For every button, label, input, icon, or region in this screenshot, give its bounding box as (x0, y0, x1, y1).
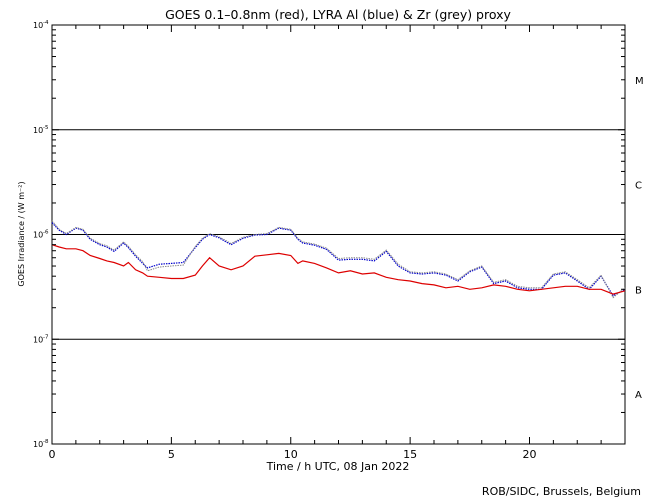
x-tick-label: 10 (284, 448, 298, 461)
y-tick-label: 10 (33, 440, 43, 449)
y-tick-exponent: -8 (43, 439, 49, 445)
y-tick-label: 10 (33, 21, 43, 30)
x-tick-label: 5 (168, 448, 175, 461)
flare-class-labels: A B C M (635, 76, 644, 401)
y-tick-exponent: -5 (43, 125, 49, 131)
y-tick-exponent: -6 (43, 230, 49, 236)
series-line (51, 222, 626, 297)
x-axis-label: Time / h UTC, 08 Jan 2022 (266, 460, 410, 473)
series-layer (51, 220, 626, 299)
series-line (51, 220, 626, 299)
y-axis-label: GOES Irradiance / (W m⁻²) (17, 181, 26, 286)
credit-text: ROB/SIDC, Brussels, Belgium (482, 485, 641, 498)
series-line (51, 244, 626, 295)
y-axis-ticks: 10-810-710-610-510-4 (33, 20, 625, 449)
flare-class-label: C (635, 181, 642, 192)
y-tick-label: 10 (33, 126, 43, 135)
x-tick-label: 15 (403, 448, 417, 461)
chart-title: GOES 0.1–0.8nm (red), LYRA Al (blue) & Z… (165, 7, 511, 22)
flare-class-label: B (635, 285, 642, 296)
x-tick-label: 0 (49, 448, 56, 461)
flare-class-label: A (635, 390, 642, 401)
y-tick-label: 10 (33, 231, 43, 240)
y-tick-label: 10 (33, 335, 43, 344)
flare-class-label: M (635, 76, 644, 87)
y-tick-exponent: -4 (43, 20, 49, 26)
y-tick-exponent: -7 (43, 334, 49, 340)
x-axis-ticks: 0 5 10 15 20 (49, 25, 626, 461)
x-tick-label: 20 (523, 448, 537, 461)
flare-class-lines (52, 129, 625, 340)
